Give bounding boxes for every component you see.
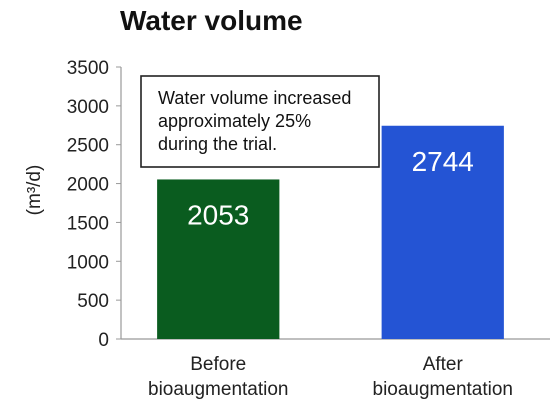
- category-labels: Before bioaugmentation After bioaugmentatio…: [148, 354, 513, 400]
- y-tick-label: 1500: [67, 213, 109, 234]
- chart-title: Water volume: [120, 5, 303, 36]
- y-tick-label: 2500: [67, 136, 109, 157]
- bar-1: [157, 179, 280, 339]
- y-tick-label: 3500: [67, 58, 109, 79]
- annotation-box: Water volume increased approximately 25% d…: [140, 75, 380, 168]
- data-label: 2053: [187, 199, 249, 230]
- annotation-frame: [140, 75, 380, 168]
- bars: 2053 2744: [157, 125, 504, 339]
- annotation-text: Water volume increased: [158, 88, 351, 108]
- y-tick-label: 500: [77, 291, 109, 312]
- y-tick-label: 3000: [67, 97, 109, 118]
- bar-2: [381, 125, 504, 339]
- y-axis-ticks: 0 500 1000 1500 2000 2500 3000 3500: [67, 58, 121, 351]
- y-tick-label: 2000: [67, 175, 109, 196]
- y-axis-label: (m³/d): [24, 165, 45, 216]
- data-label: 2744: [412, 146, 474, 177]
- category-label: After: [423, 354, 464, 375]
- y-tick-label: 1000: [67, 252, 109, 273]
- annotation-text: during the trial.: [158, 134, 277, 154]
- category-label: bioaugmentation: [148, 379, 289, 400]
- category-label: Before: [190, 354, 246, 375]
- category-label: bioaugmentation: [373, 379, 514, 400]
- annotation-text: approximately 25%: [158, 111, 311, 131]
- y-tick-label: 0: [98, 330, 109, 351]
